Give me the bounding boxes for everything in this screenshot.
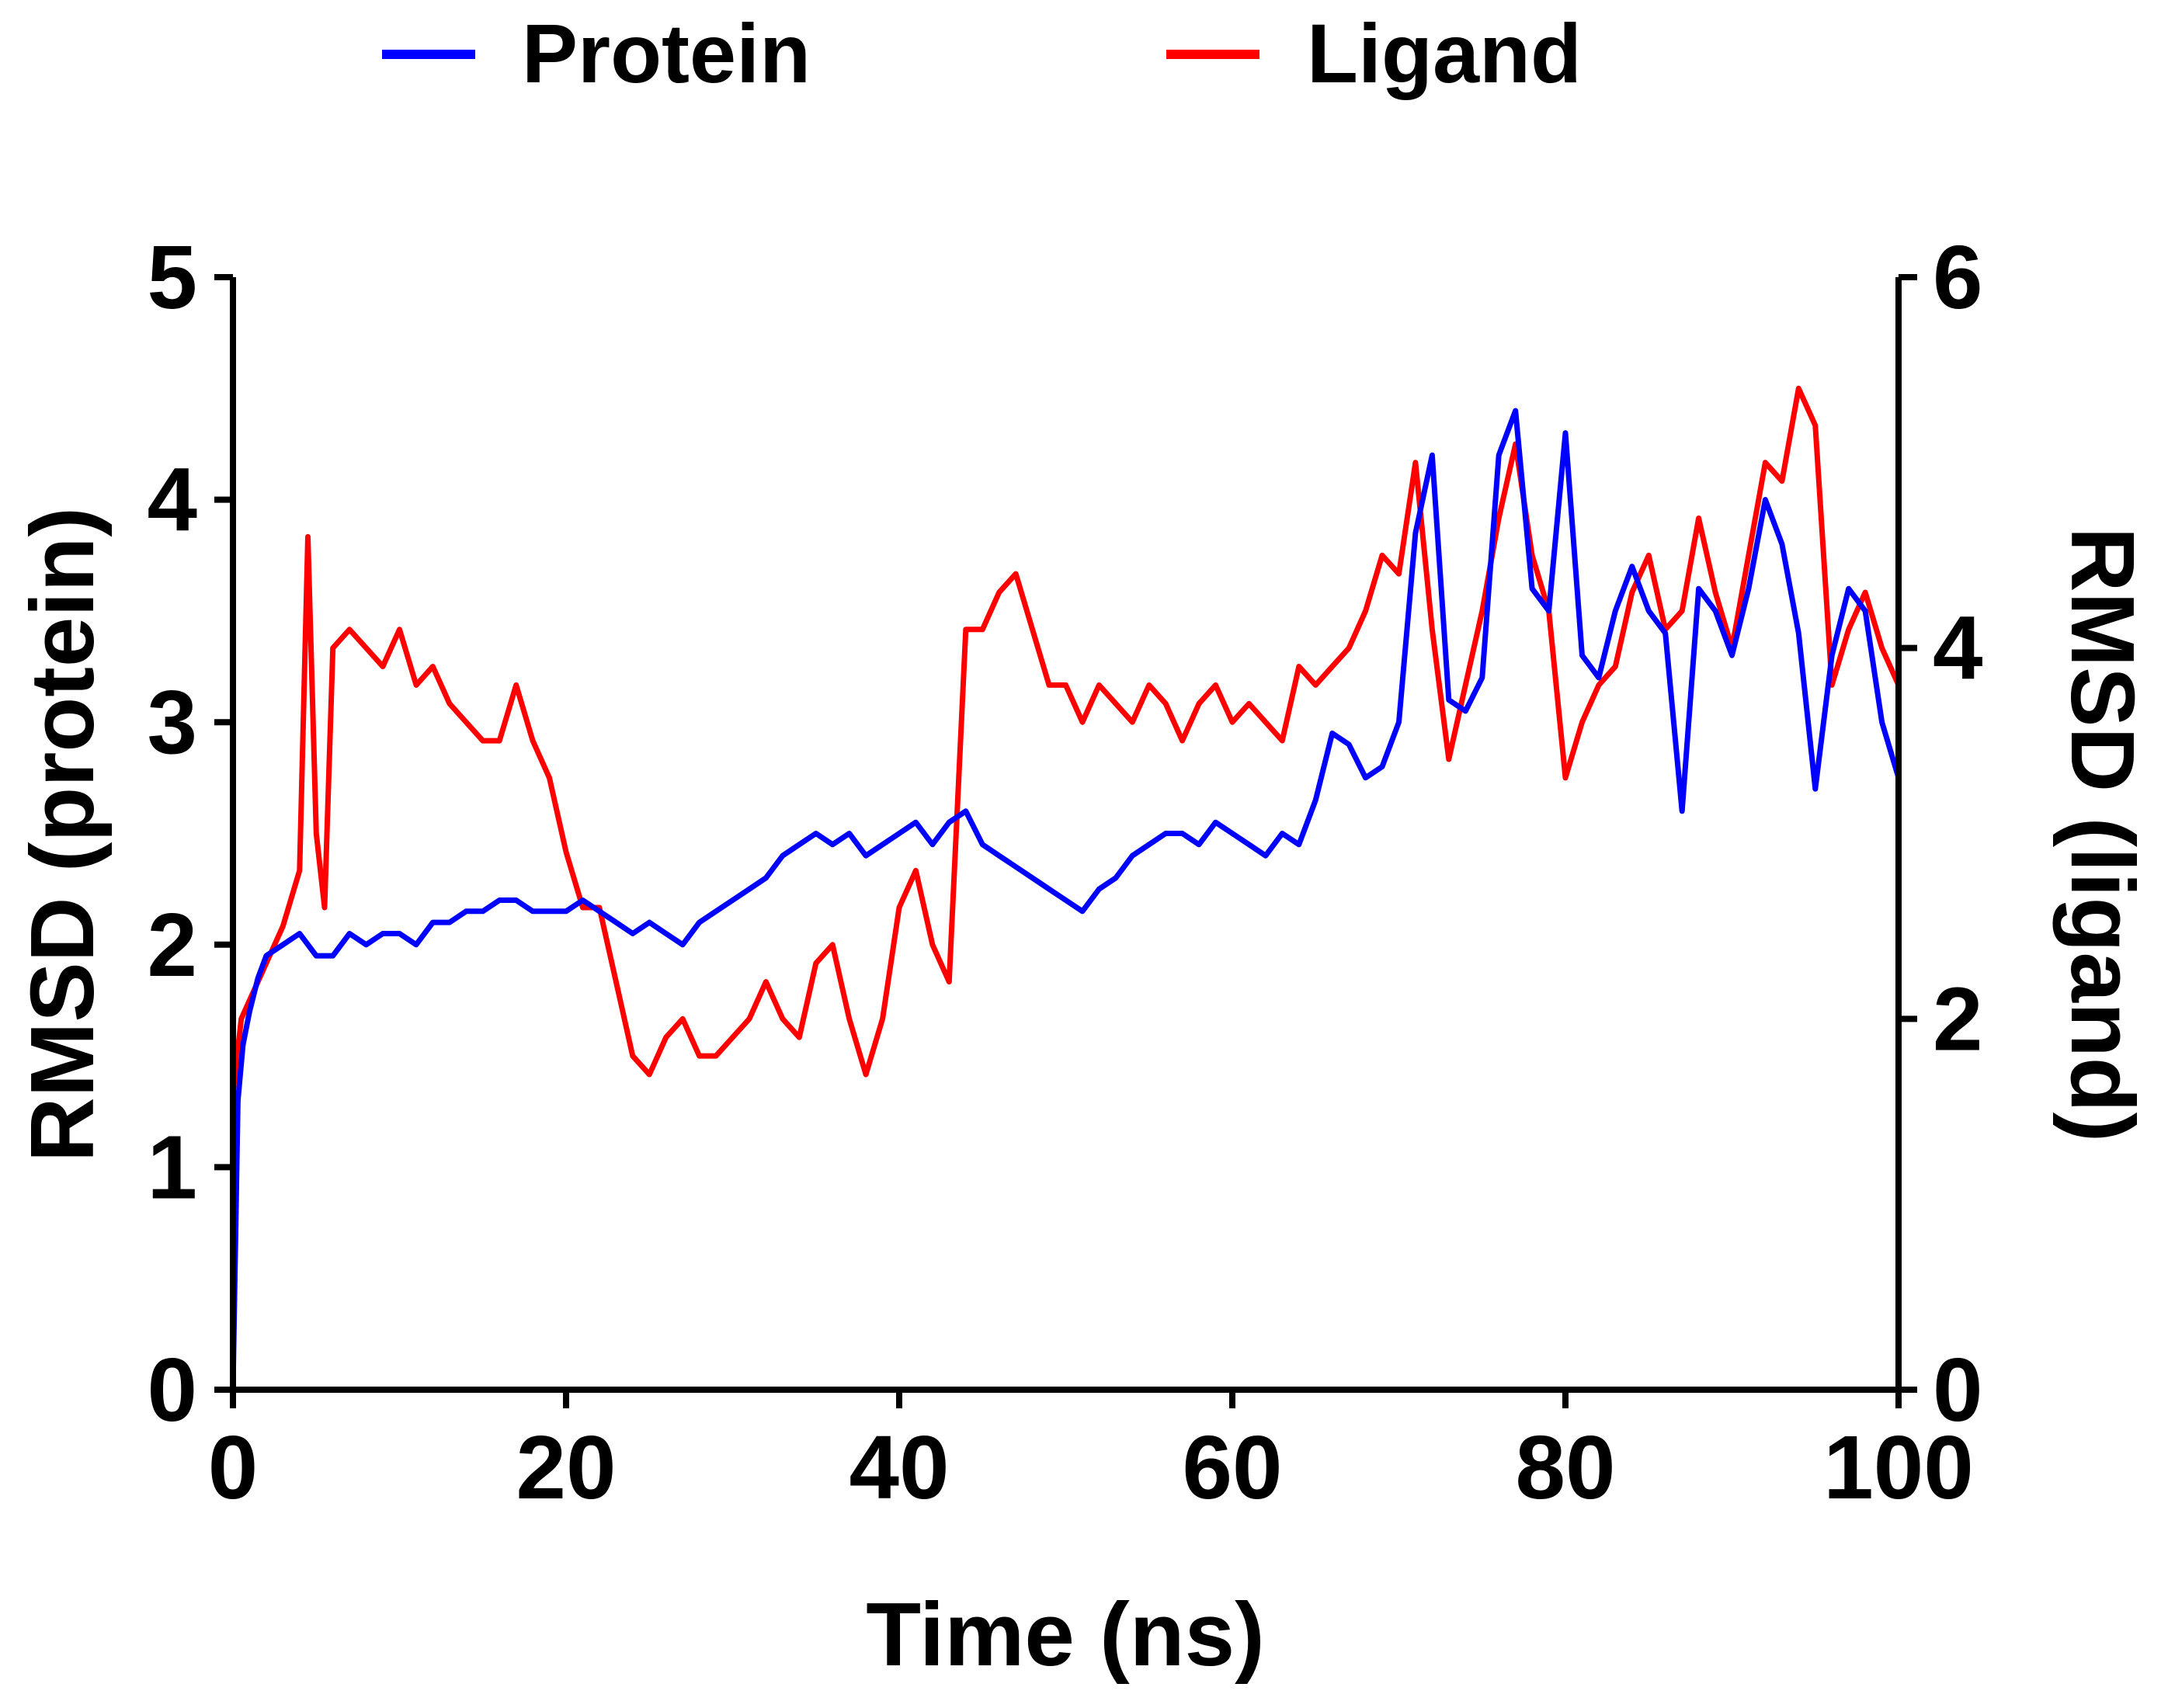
legend-label-protein: Protein — [522, 6, 811, 100]
y-left-tick-label: 2 — [147, 894, 197, 995]
plot-area — [230, 385, 1902, 1390]
y-right-ticks: 0 2 4 6 — [1899, 227, 1983, 1440]
y-axis-label-right: RMSD (ligand) — [2052, 527, 2153, 1143]
x-tick-label: 0 — [208, 1417, 259, 1518]
y-left-tick-label: 0 — [147, 1339, 197, 1440]
x-tick-label: 100 — [1823, 1417, 1974, 1518]
y-left-tick-label: 4 — [147, 450, 197, 550]
x-tick-label: 60 — [1182, 1417, 1282, 1518]
axes: 0 20 40 60 80 100 0 1 2 3 4 5 0 2 4 6 — [147, 227, 1982, 1518]
y-left-tick-label: 1 — [147, 1116, 197, 1217]
x-tick-label: 80 — [1515, 1417, 1615, 1518]
series-line-ligand — [230, 385, 1902, 1094]
y-right-tick-label: 2 — [1933, 968, 1983, 1069]
y-right-tick-label: 4 — [1933, 598, 1983, 699]
x-ticks: 0 20 40 60 80 100 — [208, 1390, 1974, 1518]
series-line-protein — [230, 408, 1902, 1390]
y-left-ticks: 0 1 2 3 4 5 — [147, 227, 233, 1440]
y-left-tick-label: 3 — [147, 672, 197, 772]
x-tick-label: 40 — [849, 1417, 949, 1518]
y-axis-label-left: RMSD (protein) — [12, 507, 113, 1162]
legend-label-ligand: Ligand — [1307, 6, 1582, 100]
y-right-tick-label: 0 — [1933, 1339, 1983, 1440]
y-right-tick-label: 6 — [1933, 227, 1983, 328]
legend: Protein Ligand — [382, 6, 1582, 100]
x-tick-label: 20 — [516, 1417, 616, 1518]
x-axis-label: Time (ns) — [866, 1584, 1265, 1685]
y-left-tick-label: 5 — [147, 227, 197, 328]
